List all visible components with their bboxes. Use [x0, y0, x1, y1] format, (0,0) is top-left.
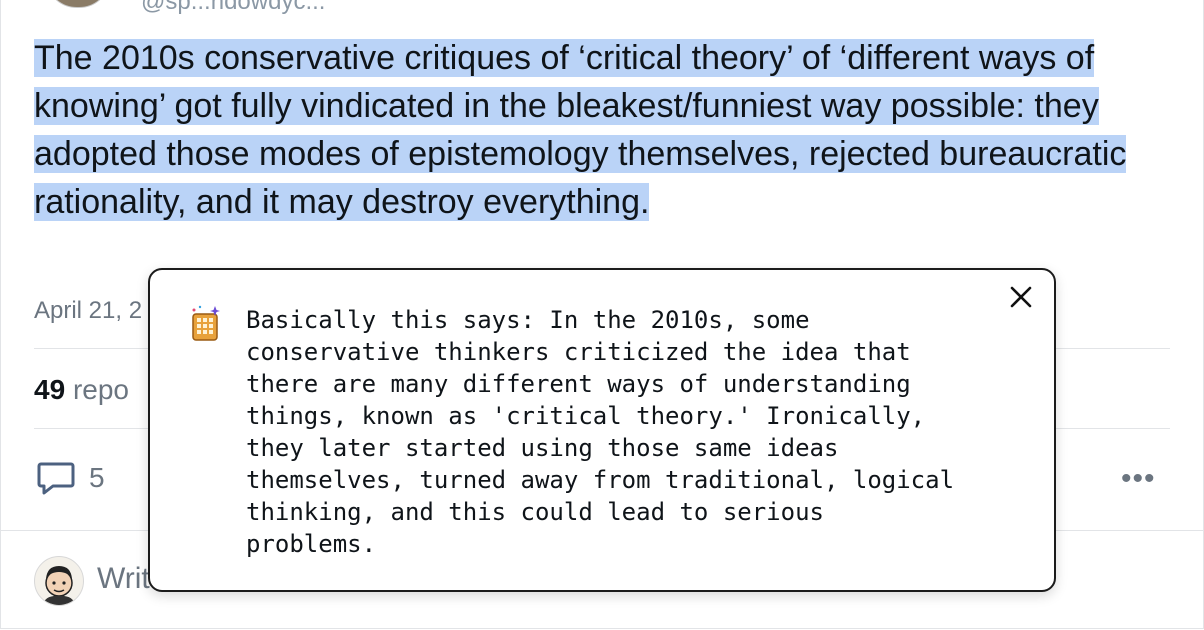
reposts-count: 49	[34, 374, 66, 405]
reposts-stat[interactable]: 49 repo	[34, 374, 129, 406]
reply-button[interactable]: 5	[37, 460, 105, 496]
sparkle-waffle-icon	[192, 305, 220, 341]
post-body: The 2010s conservative critiques of ‘cri…	[34, 34, 1174, 226]
reposts-label: repo	[72, 374, 129, 405]
close-icon[interactable]	[1006, 282, 1036, 312]
current-user-avatar	[34, 556, 84, 606]
reply-composer-input[interactable]: Writ	[97, 562, 150, 595]
comment-icon	[37, 462, 75, 495]
author-handle[interactable]: @sp...ndowdyc...	[141, 0, 326, 15]
more-options-icon[interactable]: •••	[1121, 462, 1156, 495]
post-date[interactable]: April 21, 2	[34, 297, 143, 324]
post-text-selected: The 2010s conservative critiques of ‘cri…	[34, 39, 1127, 221]
reply-count: 5	[89, 462, 105, 493]
author-avatar[interactable]	[45, 0, 111, 8]
popup-explanation-text: Basically this says: In the 2010s, some …	[246, 306, 955, 558]
explanation-popup: Basically this says: In the 2010s, some …	[148, 268, 1056, 592]
